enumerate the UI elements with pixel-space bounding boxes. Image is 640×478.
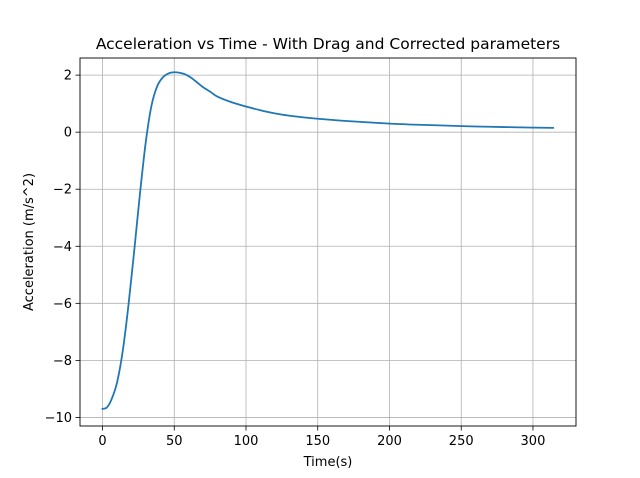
x-tick-label: 50: [166, 434, 183, 449]
x-tick-label: 200: [377, 434, 402, 449]
x-tick-label: 300: [521, 434, 546, 449]
plot-area: [80, 58, 576, 426]
grid-layer: [80, 58, 576, 426]
x-tick-label: 0: [98, 434, 106, 449]
x-axis-label: Time(s): [303, 455, 353, 470]
y-tick-label: −8: [53, 354, 72, 369]
chart-title: Acceleration vs Time - With Drag and Cor…: [96, 35, 560, 53]
acceleration-series-line: [101, 71, 554, 411]
x-tick-label: 250: [449, 434, 474, 449]
plot-frame: [79, 57, 577, 427]
y-tick-label: −10: [45, 411, 72, 426]
y-tick-label: 2: [64, 69, 72, 84]
y-axis-label: Acceleration (m/s^2): [22, 173, 37, 311]
y-tick-label: 0: [64, 126, 72, 141]
x-tick-label: 150: [305, 434, 330, 449]
y-tick-label: −6: [53, 297, 72, 312]
series-layer: [101, 71, 554, 411]
x-tick-label: 100: [234, 434, 259, 449]
y-tick-label: −4: [53, 240, 72, 255]
tick-layer: 0 50 100 150 200 250 300 −10 −8 −6 −4 −2 0 2: [45, 69, 546, 449]
y-tick-label: −2: [53, 183, 72, 198]
